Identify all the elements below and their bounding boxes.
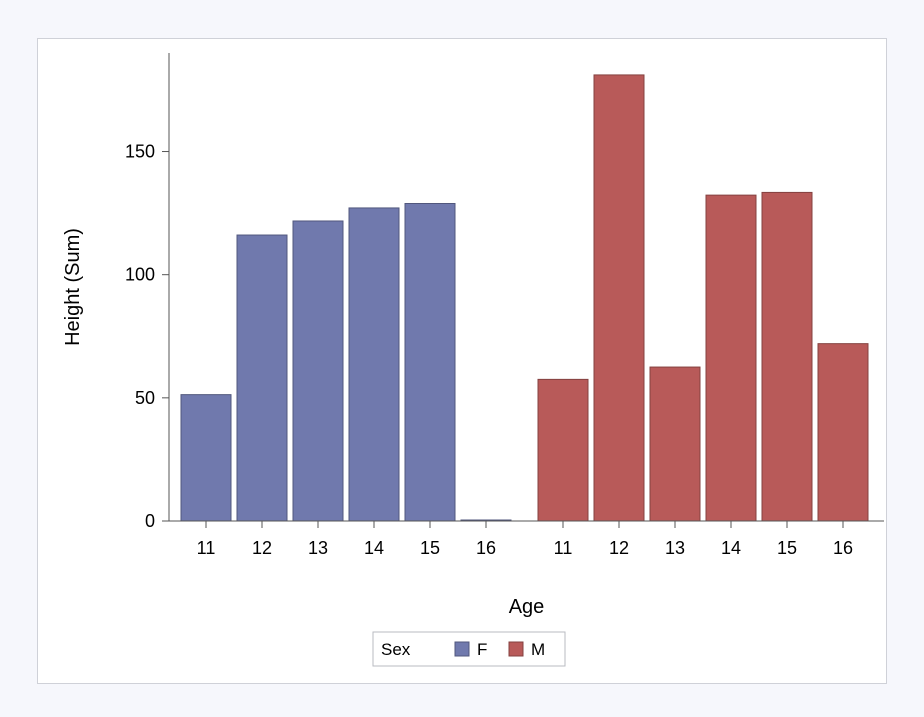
bar-m-15: [761, 191, 813, 522]
chart-frame: 0 50 100 150 11 12 13 14 15 16 11 12 13 14 15 16 Heigh…: [37, 38, 887, 684]
legend: Sex F M: [372, 631, 566, 667]
bar-m-14: [705, 194, 757, 522]
y-tick-label: 0: [145, 511, 155, 531]
legend-title: Sex: [381, 640, 411, 659]
y-tick-label: 150: [125, 142, 155, 162]
x-tick-label: 12: [252, 538, 272, 558]
bar-chart: 0 50 100 150 11 12 13 14 15 16 11 12 13 14 15 16 Heigh…: [62, 53, 884, 667]
x-axis: 11 12 13 14 15 16 11 12 13 14 15 16: [169, 520, 884, 558]
bar-f-12: [236, 234, 288, 522]
y-axis-title: Height (Sum): [62, 228, 84, 346]
bar-m-16: [817, 343, 869, 522]
bar-m-12: [593, 74, 645, 522]
bar-f-13: [292, 220, 344, 522]
x-tick-label: 14: [364, 538, 384, 558]
x-tick-label: 13: [665, 538, 685, 558]
legend-label-f: F: [477, 640, 487, 659]
y-tick-label: 100: [125, 265, 155, 285]
bar-f-11: [180, 394, 232, 522]
bar-f-15: [404, 202, 456, 522]
y-tick-label: 50: [135, 388, 155, 408]
x-tick-label: 11: [554, 538, 573, 558]
x-tick-label: 13: [308, 538, 328, 558]
bars: [180, 74, 869, 522]
bar-m-13: [649, 366, 701, 522]
x-tick-label: 16: [476, 538, 496, 558]
x-tick-label: 14: [721, 538, 741, 558]
legend-swatch-m: [508, 641, 524, 657]
bar-f-14: [348, 207, 400, 522]
x-tick-label: 15: [420, 538, 440, 558]
x-tick-label: 12: [609, 538, 629, 558]
x-axis-title: Age: [509, 596, 545, 618]
x-tick-label: 15: [777, 538, 797, 558]
bar-m-11: [537, 378, 589, 522]
legend-swatch-f: [454, 641, 470, 657]
legend-label-m: M: [531, 640, 545, 659]
y-axis: 0 50 100 150: [125, 53, 170, 531]
x-tick-label: 11: [197, 538, 216, 558]
x-tick-label: 16: [833, 538, 853, 558]
